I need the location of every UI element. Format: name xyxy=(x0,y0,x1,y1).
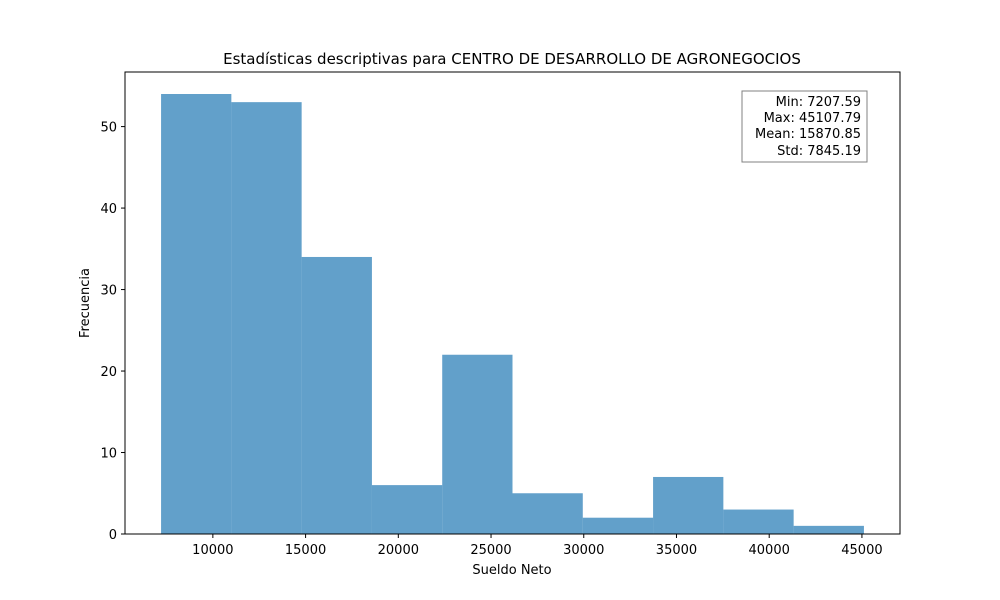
histogram-bar xyxy=(161,94,232,534)
x-tick-label: 45000 xyxy=(841,543,882,558)
y-tick-label: 0 xyxy=(109,528,117,543)
x-tick-label: 25000 xyxy=(470,543,511,558)
histogram-bar xyxy=(582,517,654,534)
histogram-bar xyxy=(231,102,302,535)
y-tick-label: 40 xyxy=(100,202,117,217)
stats-mean: Mean: 15870.85 xyxy=(755,127,861,142)
stats-box: Min: 7207.59 Max: 45107.79 Mean: 15870.8… xyxy=(741,90,868,163)
axes-frame xyxy=(124,71,901,535)
y-tick-label: 30 xyxy=(100,284,117,299)
y-tick-label: 50 xyxy=(100,121,117,136)
x-tick-label: 15000 xyxy=(285,543,326,558)
histogram-bar xyxy=(371,485,443,534)
histogram-bar xyxy=(512,493,583,534)
x-tick-label: 20000 xyxy=(378,543,419,558)
chart-title: Estadísticas descriptivas para CENTRO DE… xyxy=(223,50,801,68)
y-axis-ticks: 0 10 20 30 40 50 xyxy=(100,121,125,543)
histogram-bars xyxy=(161,94,864,535)
stats-std: Std: 7845.19 xyxy=(777,144,861,159)
x-axis-label: Sueldo Neto xyxy=(472,563,551,578)
histogram-bar xyxy=(653,476,724,534)
histogram-bar xyxy=(442,354,513,534)
y-tick-label: 20 xyxy=(100,365,117,380)
stats-min: Min: 7207.59 xyxy=(776,95,861,110)
histogram-bar xyxy=(793,525,864,534)
histogram-bar xyxy=(301,256,372,534)
histogram-bar xyxy=(723,509,794,534)
x-tick-label: 30000 xyxy=(563,543,604,558)
y-axis-label: Frecuencia xyxy=(78,268,93,338)
x-tick-label: 40000 xyxy=(749,543,790,558)
x-tick-label: 35000 xyxy=(656,543,697,558)
stats-box-frame xyxy=(741,90,868,163)
x-axis-ticks: 10000 15000 20000 25000 30000 35000 40000 45000 xyxy=(192,534,883,558)
x-tick-label: 10000 xyxy=(192,543,233,558)
y-tick-label: 10 xyxy=(100,447,117,462)
stats-max: Max: 45107.79 xyxy=(764,111,861,126)
